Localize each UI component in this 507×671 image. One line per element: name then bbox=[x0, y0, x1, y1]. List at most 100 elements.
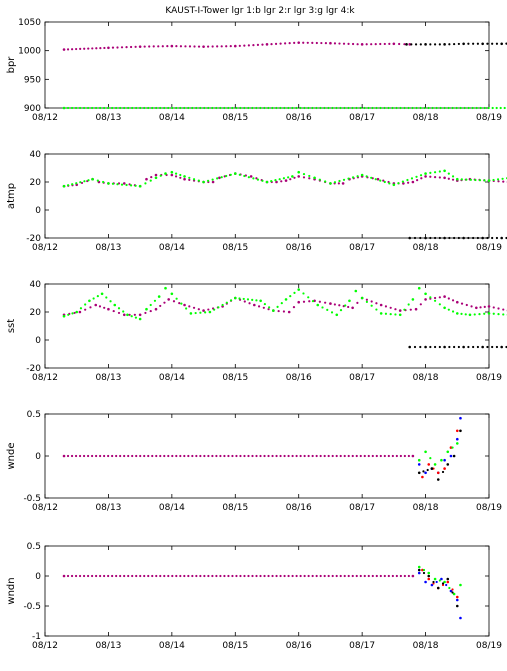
data-point bbox=[503, 106, 506, 110]
data-point bbox=[379, 312, 383, 315]
data-point bbox=[235, 106, 238, 110]
data-point bbox=[70, 574, 74, 578]
data-point bbox=[219, 574, 222, 578]
data-point bbox=[433, 296, 437, 300]
data-point bbox=[379, 42, 382, 46]
data-point bbox=[159, 174, 162, 177]
data-point bbox=[147, 574, 150, 578]
data-point bbox=[440, 458, 443, 462]
data-point bbox=[329, 182, 332, 185]
data-point bbox=[367, 454, 370, 458]
data-point bbox=[342, 42, 346, 45]
data-point bbox=[211, 45, 214, 48]
data-point bbox=[443, 176, 446, 180]
x-tick-label: 08/13 bbox=[95, 641, 121, 651]
series-g bbox=[62, 106, 506, 110]
data-point bbox=[267, 454, 270, 458]
data-point bbox=[424, 172, 427, 175]
data-point bbox=[384, 305, 388, 308]
data-point bbox=[429, 43, 432, 46]
data-point bbox=[483, 312, 486, 315]
data-point bbox=[429, 175, 432, 178]
data-point bbox=[227, 106, 230, 110]
data-point bbox=[469, 178, 472, 181]
data-point bbox=[451, 591, 454, 594]
data-point bbox=[291, 454, 294, 458]
data-point bbox=[311, 454, 314, 458]
data-point bbox=[127, 106, 130, 110]
data-point bbox=[408, 43, 412, 46]
data-point bbox=[82, 574, 86, 578]
data-point bbox=[255, 106, 258, 110]
data-point bbox=[497, 313, 500, 316]
data-point bbox=[421, 568, 424, 572]
data-point bbox=[427, 106, 430, 110]
y-tick-label: 20 bbox=[30, 178, 42, 188]
data-point bbox=[487, 312, 491, 315]
data-point bbox=[95, 574, 98, 578]
data-point bbox=[326, 308, 329, 311]
data-point bbox=[87, 47, 90, 50]
data-point bbox=[86, 106, 90, 110]
data-point bbox=[151, 574, 154, 578]
data-point bbox=[243, 174, 246, 178]
data-point bbox=[408, 345, 412, 349]
data-point bbox=[187, 106, 190, 110]
data-point bbox=[410, 177, 414, 180]
data-point bbox=[347, 42, 350, 45]
data-point bbox=[438, 345, 441, 349]
data-point bbox=[119, 574, 122, 578]
data-point bbox=[287, 574, 290, 578]
data-point bbox=[414, 43, 418, 46]
data-point bbox=[333, 42, 337, 45]
data-point bbox=[62, 184, 66, 188]
data-point bbox=[459, 416, 462, 420]
data-point bbox=[130, 315, 133, 318]
data-point bbox=[282, 177, 286, 180]
y-axis-label: sst bbox=[6, 319, 17, 333]
data-point bbox=[238, 297, 241, 300]
data-point bbox=[495, 106, 498, 110]
data-point bbox=[199, 106, 202, 110]
data-point bbox=[145, 177, 148, 181]
data-point bbox=[99, 574, 102, 578]
data-point bbox=[143, 106, 146, 110]
data-point bbox=[451, 446, 454, 449]
data-point bbox=[171, 106, 174, 110]
data-point bbox=[163, 574, 166, 578]
data-point bbox=[491, 42, 494, 45]
data-point bbox=[472, 236, 475, 240]
data-point bbox=[351, 106, 354, 110]
data-point bbox=[295, 454, 298, 458]
data-point bbox=[261, 43, 264, 46]
data-point bbox=[187, 454, 190, 458]
series-k bbox=[417, 429, 462, 481]
data-point bbox=[216, 177, 219, 180]
data-point bbox=[122, 313, 126, 317]
data-point bbox=[471, 106, 474, 110]
data-point bbox=[492, 312, 495, 315]
data-point bbox=[202, 45, 205, 48]
data-point bbox=[302, 176, 306, 179]
data-point bbox=[365, 300, 368, 303]
data-point bbox=[175, 45, 178, 48]
series-m bbox=[62, 295, 507, 317]
data-point bbox=[219, 454, 222, 458]
data-point bbox=[195, 454, 198, 458]
data-point bbox=[255, 299, 258, 302]
data-point bbox=[382, 179, 385, 182]
x-tick-label: 08/16 bbox=[286, 243, 312, 253]
data-point bbox=[417, 286, 421, 290]
data-point bbox=[167, 106, 170, 110]
data-point bbox=[436, 586, 440, 590]
y-axis-label: wndn bbox=[6, 577, 17, 604]
data-point bbox=[347, 177, 350, 180]
data-point bbox=[391, 454, 394, 458]
data-point bbox=[175, 106, 178, 110]
data-point bbox=[399, 574, 402, 578]
data-point bbox=[414, 307, 418, 311]
data-point bbox=[430, 583, 434, 587]
data-point bbox=[157, 45, 160, 48]
data-point bbox=[287, 106, 290, 110]
data-point bbox=[111, 182, 115, 185]
